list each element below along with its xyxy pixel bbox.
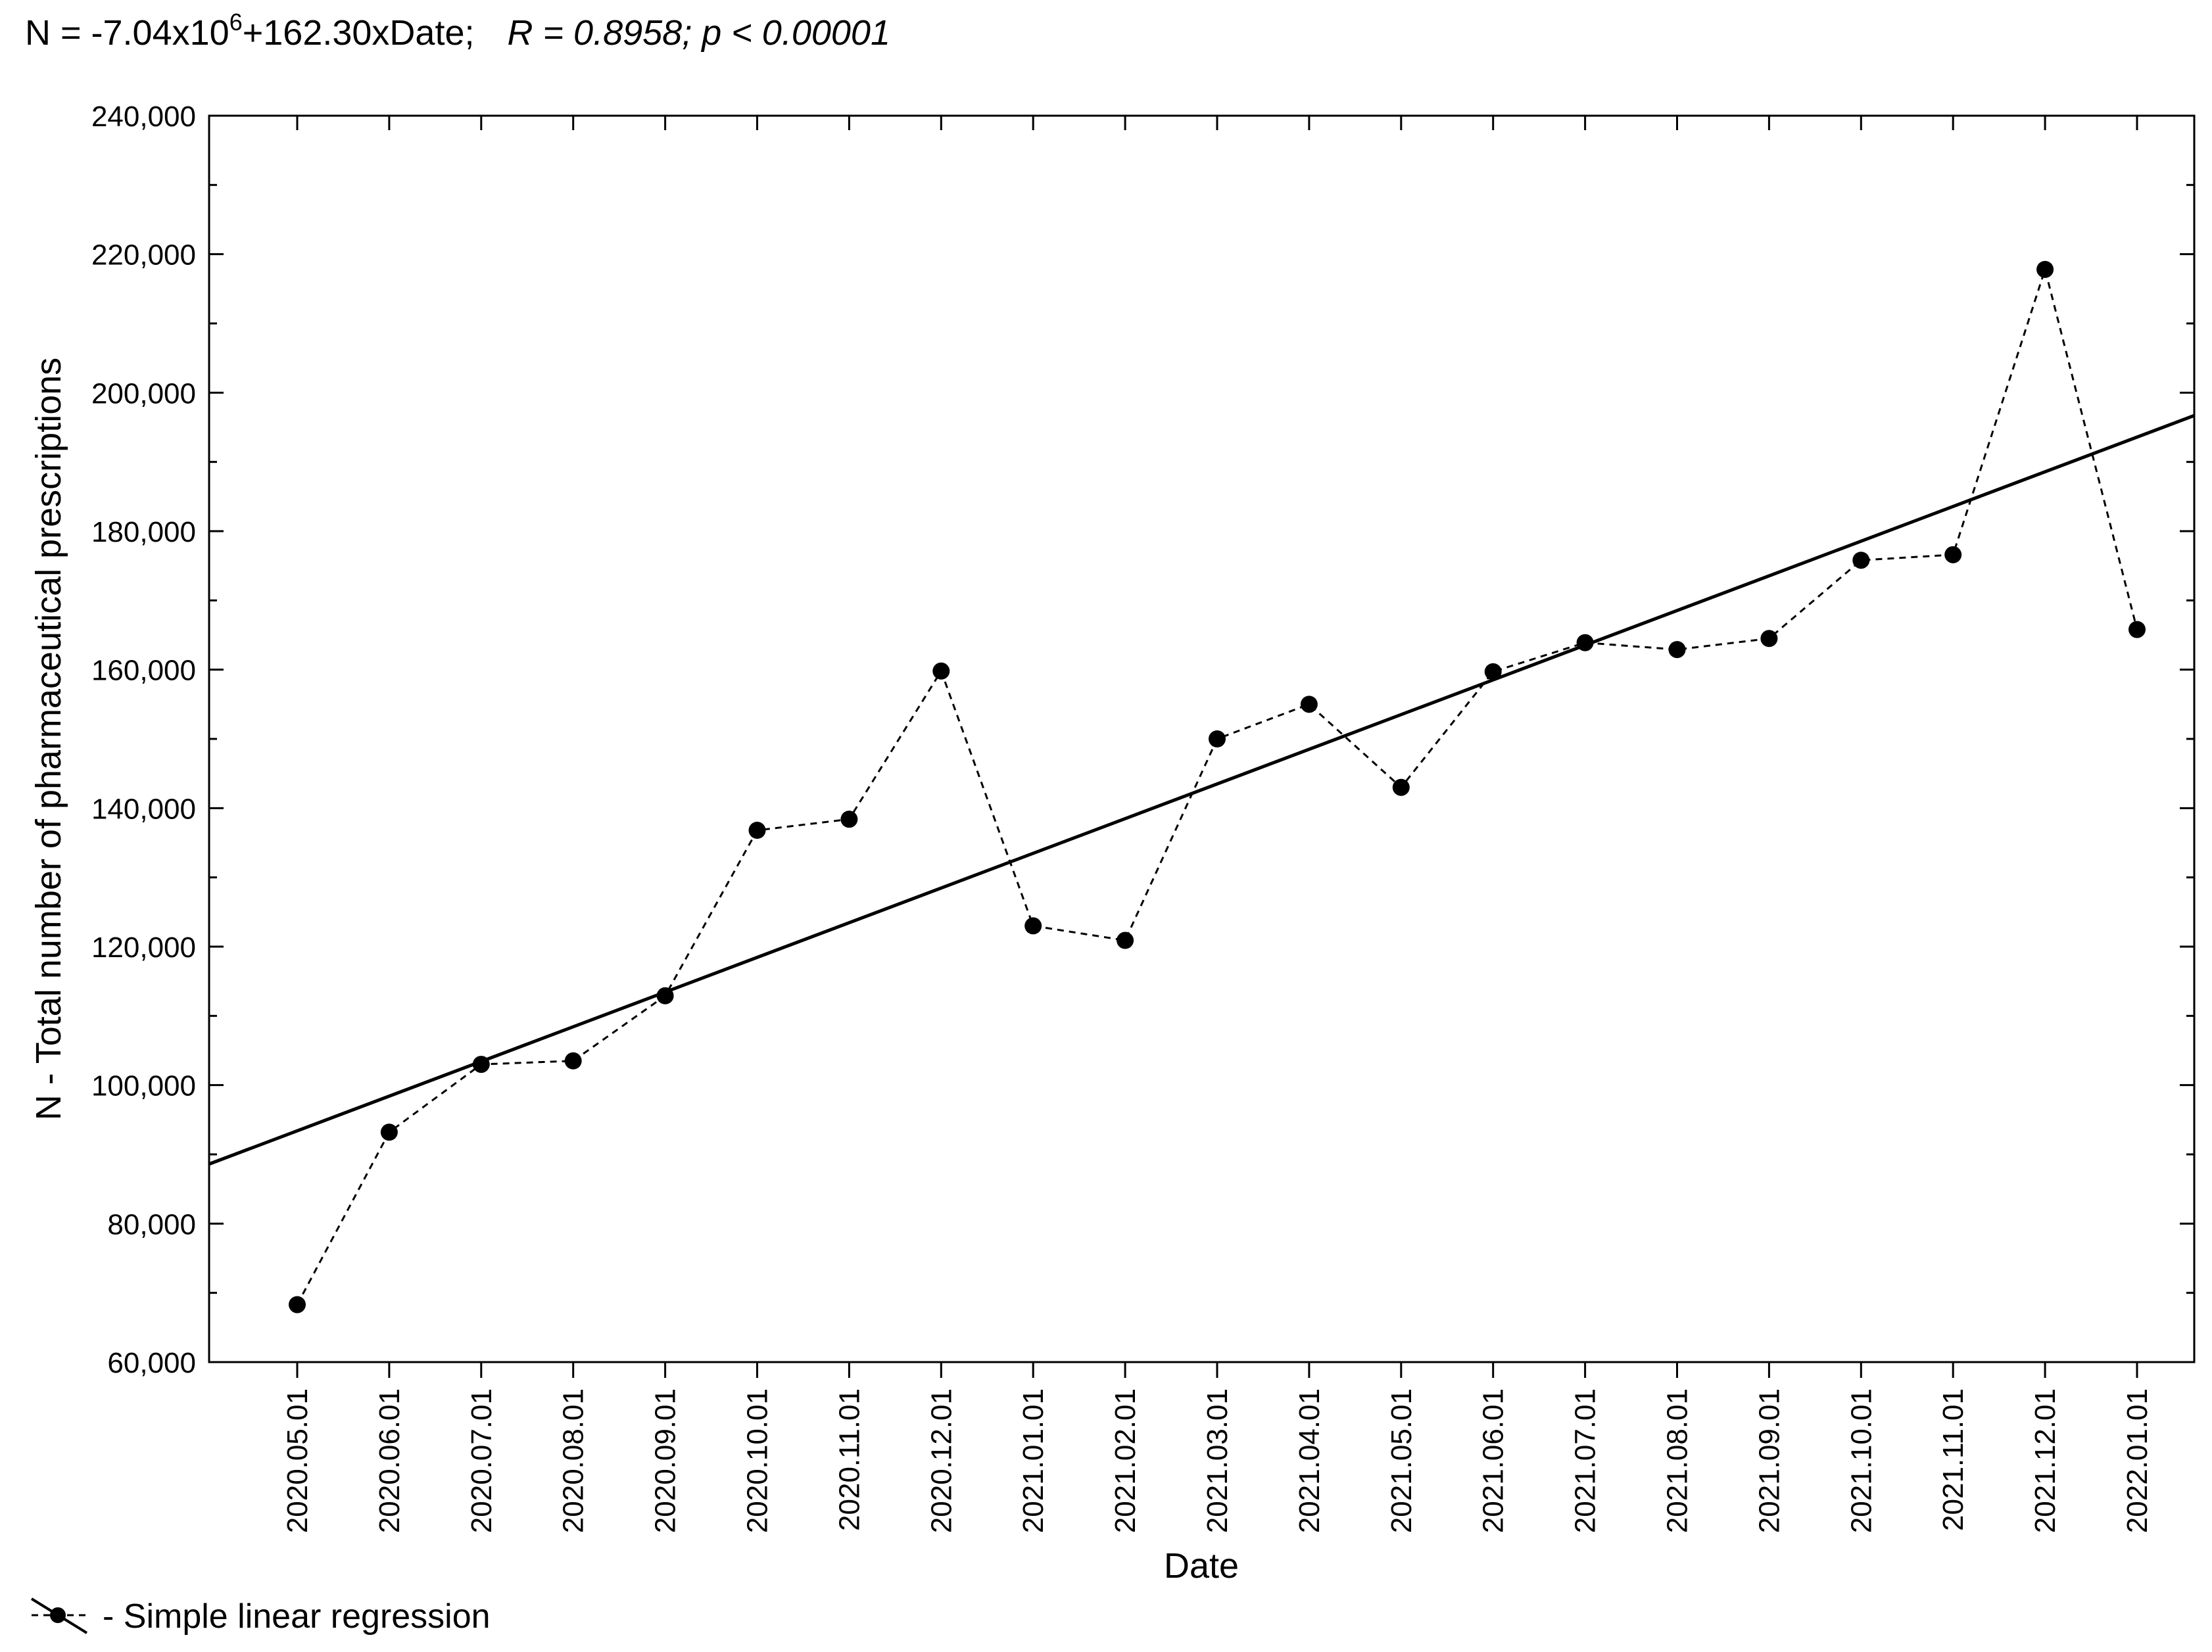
x-tick-label: 2021.01.01 [1017,1388,1049,1533]
data-point [2128,621,2146,638]
x-axis-title: Date [1164,1546,1239,1586]
x-tick-label: 2021.10.01 [1845,1388,1877,1533]
data-point [1024,917,1042,935]
y-axis: 60,000 80,000 100,000 120,000 140,000 160,000… [91,101,2194,1379]
data-point [840,811,858,828]
regression-line [208,413,2195,1166]
data-point [1576,634,1594,651]
x-tick-label: 2020.08.01 [558,1388,590,1533]
x-tick-label: 2021.02.01 [1109,1388,1142,1533]
data-point [1760,630,1778,648]
data-points [289,260,2146,1313]
legend: - Simple linear regression [30,1597,491,1636]
x-tick-label: 2020.05.01 [281,1388,314,1533]
x-tick-label: 2021.12.01 [2029,1388,2061,1533]
equation-exponent: 6 [229,9,243,35]
data-point [1209,730,1226,747]
data-point [1944,546,1962,563]
x-tick-label: 2022.01.01 [2121,1388,2153,1533]
y-tick-label: 140,000 [91,793,196,825]
x-tick-label: 2020.11.01 [833,1388,865,1531]
x-tick-label: 2021.11.01 [1937,1388,1969,1531]
x-tick-label: 2021.05.01 [1385,1388,1418,1533]
legend-label: - Simple linear regression [103,1597,491,1636]
data-point [656,987,674,1004]
y-tick-label: 80,000 [107,1208,196,1240]
data-point [1484,663,1502,680]
x-tick-label: 2021.03.01 [1201,1388,1234,1533]
y-axis-title: N - Total number of pharmaceutical presc… [29,358,68,1121]
plot-frame [208,114,2196,1363]
data-point [2036,260,2054,278]
regression-stats: R = 0.8958; p < 0.00001 [508,13,890,53]
y-tick-label: 120,000 [91,932,196,964]
equation-prefix: N = -7.04x10 [25,13,229,53]
x-tick-label: 2021.08.01 [1662,1388,1694,1533]
data-point [932,662,950,680]
data-point [1117,932,1134,949]
data-point [1852,552,1870,569]
data-point [748,822,766,839]
x-tick-label: 2020.10.01 [742,1388,774,1533]
data-point [1392,778,1410,796]
y-tick-label: 240,000 [91,101,196,133]
data-point [1668,641,1686,659]
y-tick-label: 220,000 [91,239,196,271]
data-point [1300,696,1318,713]
y-tick-label: 160,000 [91,655,196,687]
legend-marker-icon [50,1607,66,1623]
data-point [564,1052,582,1070]
x-tick-label: 2021.07.01 [1570,1388,1602,1533]
data-point [289,1296,306,1313]
y-tick-label: 100,000 [91,1070,196,1102]
equation-suffix: +162.30xDate; [243,13,475,53]
x-tick-label: 2021.04.01 [1293,1388,1326,1533]
x-tick-label: 2020.09.01 [650,1388,682,1533]
data-point [380,1123,398,1141]
x-axis: 2020.05.01 2020.06.01 2020.07.01 2020.08.01… [281,116,2153,1533]
x-tick-label: 2021.09.01 [1753,1388,1785,1533]
y-tick-label: 200,000 [91,377,196,410]
y-tick-label: 180,000 [91,516,196,548]
data-series-line [296,266,2138,1306]
y-tick-label: 60,000 [107,1347,196,1379]
x-tick-label: 2020.07.01 [466,1388,498,1533]
x-tick-label: 2020.12.01 [925,1388,957,1533]
x-tick-label: 2020.06.01 [373,1388,406,1533]
data-point [472,1056,490,1074]
chart-title: N = -7.04x106+162.30xDate; R = 0.8958; p … [25,9,890,53]
x-tick-label: 2021.06.01 [1478,1388,1510,1533]
